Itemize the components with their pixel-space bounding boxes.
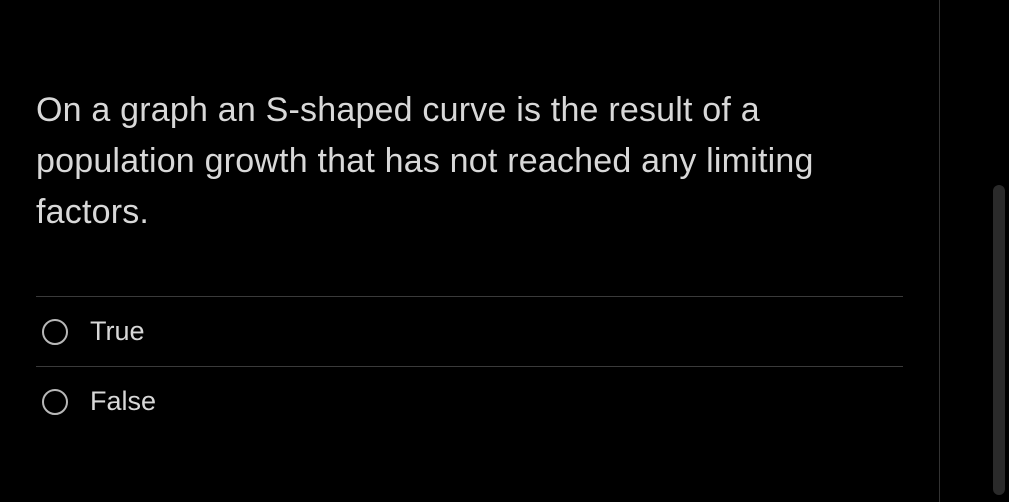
- radio-icon: [42, 389, 68, 415]
- option-label: False: [90, 386, 156, 417]
- content-frame: On a graph an S-shaped curve is the resu…: [0, 0, 940, 502]
- option-label: True: [90, 316, 145, 347]
- option-false[interactable]: False: [36, 367, 903, 436]
- radio-icon: [42, 319, 68, 345]
- question-text: On a graph an S-shaped curve is the resu…: [36, 85, 903, 238]
- scrollbar-track: [987, 0, 1009, 502]
- option-true[interactable]: True: [36, 297, 903, 367]
- scrollbar-thumb[interactable]: [993, 185, 1005, 495]
- options-list: True False: [36, 296, 903, 436]
- question-container: On a graph an S-shaped curve is the resu…: [0, 0, 939, 436]
